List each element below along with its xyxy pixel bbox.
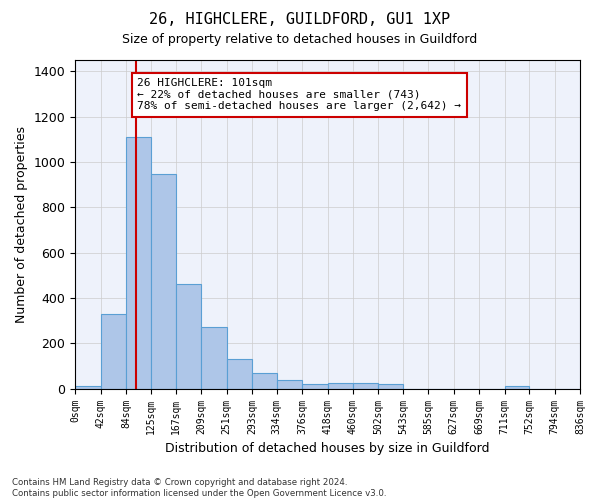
Bar bbox=[379, 384, 403, 388]
Bar bbox=[353, 383, 379, 388]
Text: Size of property relative to detached houses in Guildford: Size of property relative to detached ho… bbox=[122, 32, 478, 46]
Bar bbox=[277, 380, 302, 388]
Bar bbox=[328, 383, 353, 388]
Bar bbox=[202, 328, 227, 388]
Bar bbox=[126, 137, 151, 388]
Bar bbox=[151, 174, 176, 388]
Bar bbox=[302, 384, 328, 388]
Bar bbox=[176, 284, 202, 389]
Y-axis label: Number of detached properties: Number of detached properties bbox=[15, 126, 28, 323]
X-axis label: Distribution of detached houses by size in Guildford: Distribution of detached houses by size … bbox=[166, 442, 490, 455]
Text: 26 HIGHCLERE: 101sqm
← 22% of detached houses are smaller (743)
78% of semi-deta: 26 HIGHCLERE: 101sqm ← 22% of detached h… bbox=[137, 78, 461, 112]
Bar bbox=[252, 374, 277, 388]
Text: 26, HIGHCLERE, GUILDFORD, GU1 1XP: 26, HIGHCLERE, GUILDFORD, GU1 1XP bbox=[149, 12, 451, 28]
Text: Contains HM Land Registry data © Crown copyright and database right 2024.
Contai: Contains HM Land Registry data © Crown c… bbox=[12, 478, 386, 498]
Bar bbox=[101, 314, 126, 388]
Bar bbox=[227, 359, 252, 388]
Bar bbox=[505, 386, 529, 388]
Bar bbox=[75, 386, 101, 388]
